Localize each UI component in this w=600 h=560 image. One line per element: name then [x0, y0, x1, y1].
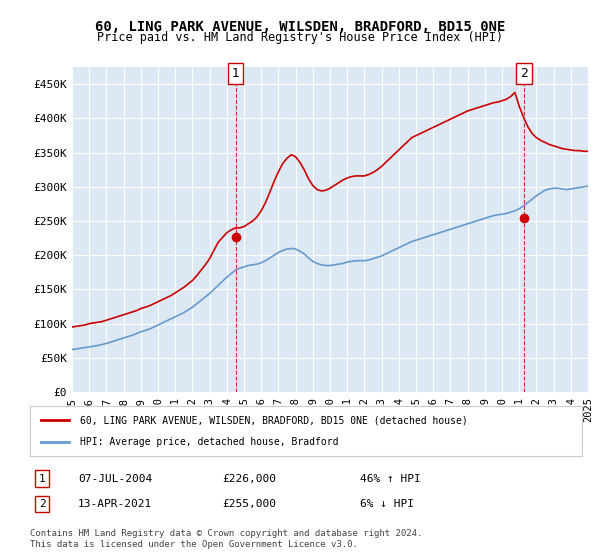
- Text: HPI: Average price, detached house, Bradford: HPI: Average price, detached house, Brad…: [80, 437, 338, 447]
- Text: 07-JUL-2004: 07-JUL-2004: [78, 474, 152, 484]
- Text: Price paid vs. HM Land Registry's House Price Index (HPI): Price paid vs. HM Land Registry's House …: [97, 31, 503, 44]
- Text: 1: 1: [38, 474, 46, 484]
- Text: £255,000: £255,000: [222, 499, 276, 509]
- Text: Contains HM Land Registry data © Crown copyright and database right 2024.
This d: Contains HM Land Registry data © Crown c…: [30, 529, 422, 549]
- Text: 6% ↓ HPI: 6% ↓ HPI: [360, 499, 414, 509]
- Text: 2: 2: [38, 499, 46, 509]
- Text: 13-APR-2021: 13-APR-2021: [78, 499, 152, 509]
- Text: £226,000: £226,000: [222, 474, 276, 484]
- Text: 2: 2: [520, 67, 528, 80]
- Text: 60, LING PARK AVENUE, WILSDEN, BRADFORD, BD15 0NE (detached house): 60, LING PARK AVENUE, WILSDEN, BRADFORD,…: [80, 415, 467, 425]
- Text: 60, LING PARK AVENUE, WILSDEN, BRADFORD, BD15 0NE: 60, LING PARK AVENUE, WILSDEN, BRADFORD,…: [95, 20, 505, 34]
- Text: 46% ↑ HPI: 46% ↑ HPI: [360, 474, 421, 484]
- Text: 1: 1: [232, 67, 239, 80]
